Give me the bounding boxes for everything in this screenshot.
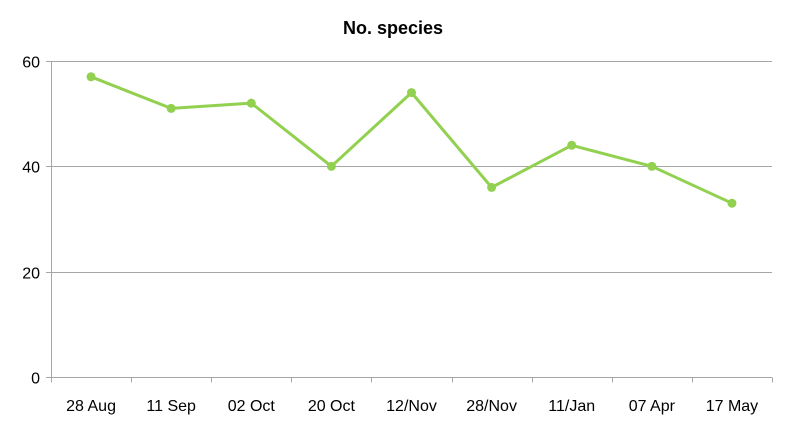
y-tick-labels: 0 20 40 60: [22, 55, 40, 388]
data-point-12-nov: [407, 88, 416, 98]
axes: [46, 61, 773, 383]
data-point-17-may: [727, 198, 737, 208]
x-tick-label: 17 May: [706, 398, 758, 415]
x-tick-label: 11 Sep: [146, 398, 196, 415]
x-tick-label: 11/Jan: [548, 398, 595, 415]
y-tick-label: 0: [31, 371, 40, 388]
x-tick-label: 28 Aug: [66, 398, 116, 415]
x-tick-labels: 28 Aug 11 Sep 02 Oct 20 Oct 12/Nov 28/Nov 11/J…: [66, 398, 758, 415]
x-tick-label: 02 Oct: [228, 398, 276, 415]
data-point-02-oct: [246, 98, 256, 108]
x-tick-label: 20 Oct: [308, 398, 356, 415]
data-point-20-oct: [326, 161, 336, 171]
y-tick-label: 60: [22, 55, 40, 72]
chart-title: No. species: [343, 18, 443, 38]
y-tick-label: 40: [22, 160, 40, 177]
y-tick-label: 20: [22, 266, 40, 283]
data-point-07-apr: [647, 161, 657, 171]
x-tick-label: 28/Nov: [466, 398, 517, 415]
data-point-11-jan: [567, 140, 577, 150]
data-point-28-aug: [86, 72, 96, 82]
series: [86, 72, 737, 208]
x-tick-label: 12/Nov: [386, 398, 437, 415]
data-point-28-nov: [487, 182, 497, 192]
x-tick-label: 07 Apr: [629, 398, 676, 415]
data-point-11-sep: [166, 103, 176, 113]
